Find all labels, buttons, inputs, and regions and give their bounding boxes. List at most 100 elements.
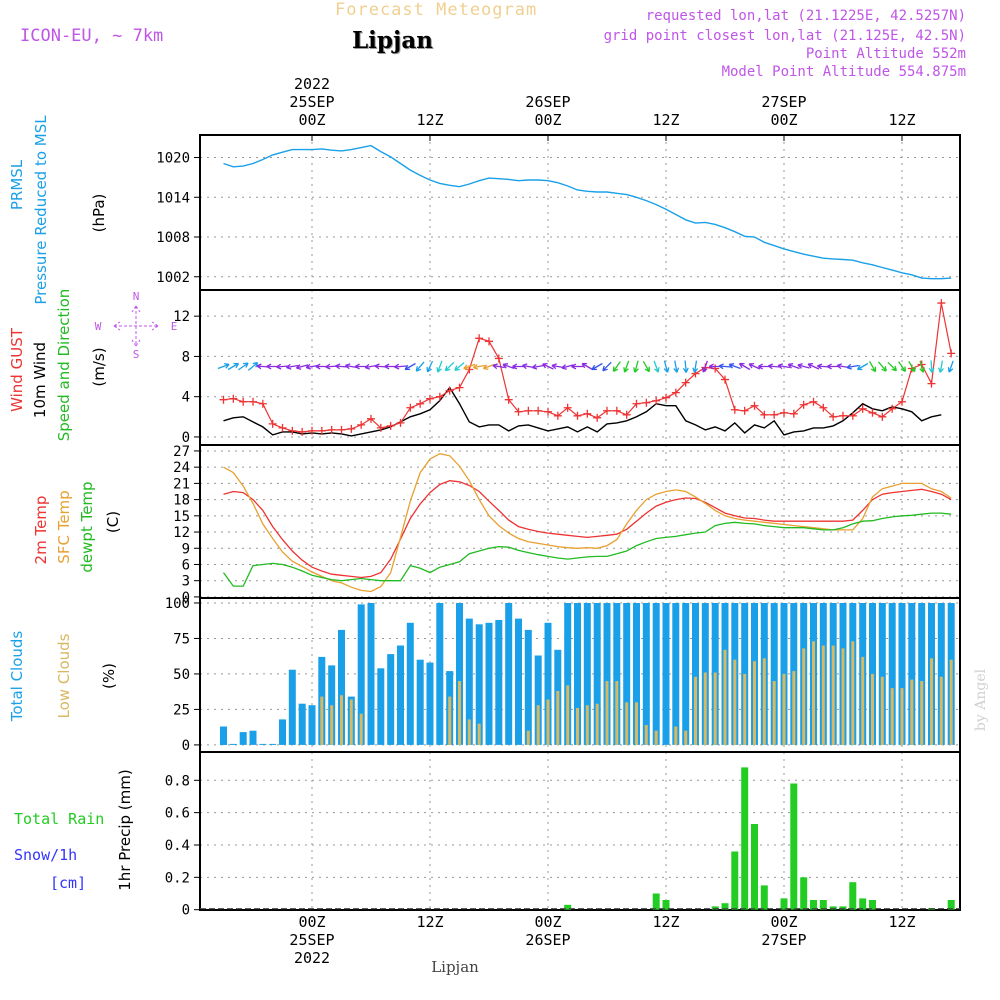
gust-point	[770, 410, 779, 419]
wind-direction-arrow	[276, 363, 289, 370]
time-axis-label: 26SEP 00Z	[525, 93, 570, 129]
gust-point	[799, 400, 808, 409]
total-cloud-bar	[387, 654, 395, 745]
rain-bar	[829, 906, 837, 910]
wind-direction-arrow	[887, 361, 898, 372]
gust-point	[337, 425, 346, 434]
low-cloud-bar	[566, 685, 570, 745]
gust-point	[652, 396, 661, 405]
pressure-label-short: PRMSL	[8, 159, 26, 210]
y-tick-label: 24	[173, 460, 190, 476]
low-cloud-bar	[831, 645, 835, 745]
low-cloud-bar	[910, 679, 914, 745]
gust-point	[514, 407, 523, 416]
low-cloud-bar	[644, 725, 648, 745]
wind-10m-label: 10m Wind	[31, 342, 49, 418]
gust-point	[524, 406, 533, 415]
low-cloud-bar	[841, 648, 845, 745]
gust-point	[475, 334, 484, 343]
wind-direction-arrow	[237, 362, 249, 371]
compass-rose: N W E S	[95, 290, 178, 361]
time-axis-label-line: 00Z	[770, 913, 797, 931]
clouds-unit: (%)	[100, 663, 118, 689]
wind-direction-arrow	[856, 362, 869, 371]
total-cloud-bar	[436, 603, 444, 745]
wind-direction-arrow	[472, 363, 486, 370]
total-cloud-bar	[898, 603, 906, 745]
low-cloud-bar	[458, 681, 461, 745]
snow-unit-label: [cm]	[50, 874, 86, 892]
gust-point	[308, 426, 316, 435]
y-tick-label: 15	[173, 509, 190, 525]
time-axis-label-line: 27SEP	[761, 93, 806, 111]
gust-point	[927, 379, 936, 388]
gust-point	[888, 404, 897, 413]
gust-point	[858, 404, 867, 413]
y-tick-label: 0	[182, 903, 190, 919]
requested-coordinates: requested lon,lat (21.1225E, 42.5257N)	[645, 8, 966, 24]
time-axis-label: 2022 25SEP 00Z	[289, 75, 334, 129]
gust-point	[278, 423, 287, 432]
wind-direction-arrow	[444, 361, 455, 372]
time-axis-label: 00Z 27SEP	[761, 913, 806, 949]
watermark-credit: by Angel	[973, 668, 989, 731]
total-cloud-bar	[416, 659, 424, 745]
rain-bars	[200, 767, 960, 910]
low-cloud-bar	[743, 673, 747, 745]
low-cloud-bar	[330, 705, 334, 745]
total-cloud-bar	[672, 603, 680, 745]
total-cloud-bar	[515, 618, 522, 745]
time-axis-label-line: 26SEP	[525, 931, 570, 949]
gust-point	[809, 397, 818, 406]
low-cloud-bar	[762, 658, 766, 745]
time-axis-label-line: 00Z	[534, 913, 561, 931]
total-cloud-bar	[564, 603, 572, 745]
low-cloud-bar	[536, 705, 540, 745]
gust-point	[563, 403, 572, 412]
low-cloud-bar	[930, 658, 933, 745]
rain-bar	[662, 900, 670, 910]
gust-point	[416, 399, 425, 408]
y-tick-label: 100	[165, 596, 190, 612]
model-point-altitude: Model Point Altitude 554.875m	[721, 64, 966, 80]
y-tick-label: 12	[173, 525, 190, 541]
gust-point	[455, 383, 464, 392]
rain-bar	[711, 906, 719, 910]
precip-unit: 1hr Precip (mm)	[116, 769, 134, 890]
total-cloud-bar	[692, 603, 699, 745]
rain-bar	[721, 903, 729, 910]
gust-markers	[219, 299, 956, 436]
gust-point	[878, 412, 887, 421]
wind-direction-arrow	[612, 361, 621, 372]
time-axis-label: 12Z	[416, 111, 443, 129]
rain-bar	[751, 824, 758, 910]
y-tick-label: 27	[173, 444, 190, 460]
gust-point	[848, 411, 857, 420]
low-cloud-bar	[654, 730, 658, 745]
wind-direction-arrow	[561, 364, 574, 370]
total-cloud-bar	[878, 603, 886, 745]
total-cloud-bar	[465, 618, 473, 745]
wind-direction-arrow	[908, 360, 916, 373]
wind-direction-arrow	[938, 360, 944, 373]
time-axis-label-line: 2022	[294, 949, 330, 967]
gust-point	[789, 409, 798, 418]
pressure-panel: 1002 1008 1014 1020	[156, 134, 961, 291]
total-cloud-bar	[328, 665, 336, 745]
time-axis-label-line: 00Z	[534, 111, 561, 129]
low-cloud-bar	[605, 681, 609, 745]
time-axis-label-line: 25SEP	[289, 931, 334, 949]
wind-direction-arrow	[415, 361, 425, 372]
wind-direction-arrow	[826, 363, 840, 370]
gust-point	[494, 354, 503, 363]
y-tick-label: 75	[173, 631, 190, 647]
wind-direction-arrow	[602, 361, 612, 372]
time-axis-label-line: 12Z	[652, 111, 679, 129]
wind-direction-arrow	[512, 363, 525, 370]
total-cloud-bar	[269, 743, 277, 745]
low-cloud-bar	[861, 656, 865, 745]
gust-point	[239, 397, 248, 406]
wind-direction-arrow	[633, 360, 639, 373]
